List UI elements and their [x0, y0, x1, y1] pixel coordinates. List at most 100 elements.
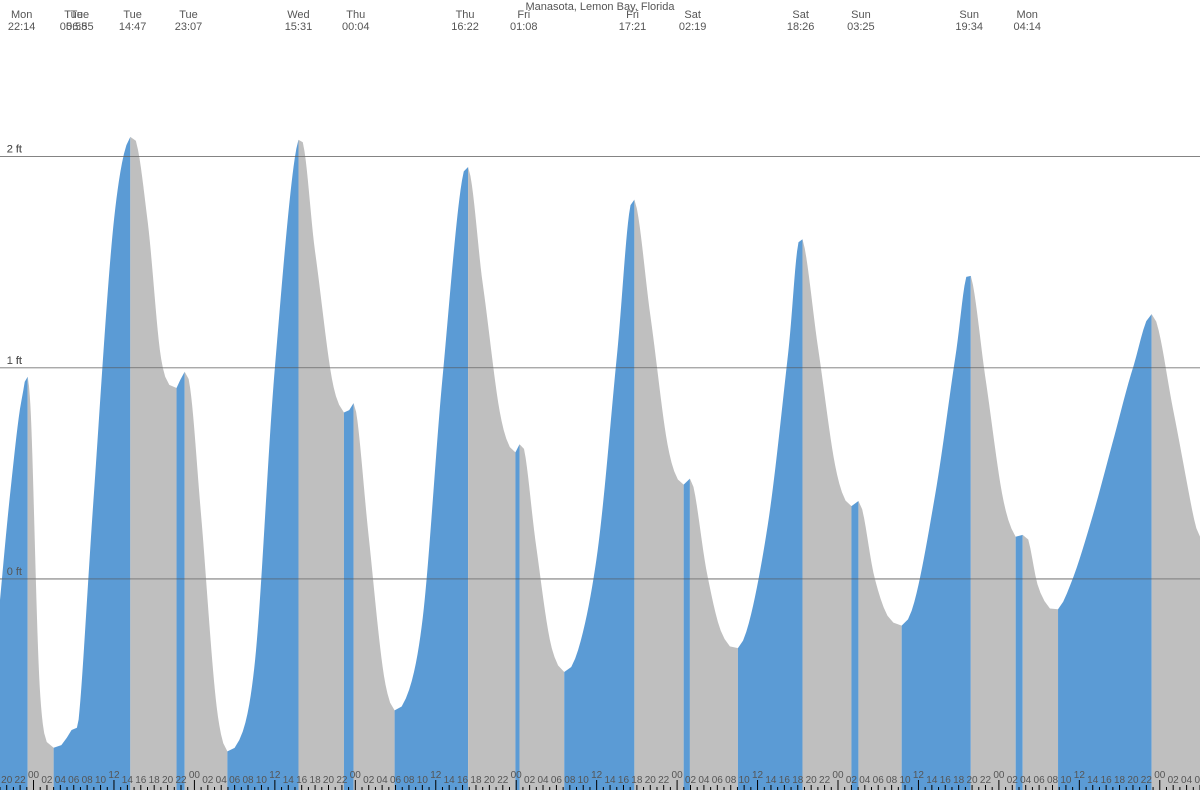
x-hour-label: 06 [1194, 775, 1200, 786]
x-hour-label: 00 [832, 770, 844, 781]
x-hour-label: 18 [470, 775, 482, 786]
x-hour-label: 04 [698, 775, 710, 786]
x-hour-label: 16 [618, 775, 630, 786]
x-hour-label: 14 [122, 775, 134, 786]
tide-rising-area [515, 444, 519, 790]
svg-text:1 ft: 1 ft [7, 355, 22, 367]
x-hour-label: 16 [779, 775, 791, 786]
chart-title: Manasota, Lemon Bay, Florida [526, 1, 676, 13]
x-hour-label: 00 [672, 770, 684, 781]
tide-event-time: 23:07 [175, 21, 203, 33]
x-hour-label: 02 [846, 775, 858, 786]
x-hour-label: 20 [484, 775, 496, 786]
tide-event-day: Mon [11, 9, 32, 21]
x-hour-label: 22 [497, 775, 509, 786]
x-hour-label: 08 [242, 775, 254, 786]
tide-falling-area [130, 137, 176, 790]
tide-event-day: Tue [123, 9, 142, 21]
x-hour-label: 02 [685, 775, 697, 786]
tide-falling-area [354, 403, 395, 790]
x-hour-label: 18 [1114, 775, 1126, 786]
tide-falling-area [28, 377, 54, 790]
x-hour-label: 12 [913, 770, 925, 781]
x-hour-label: 14 [283, 775, 295, 786]
tide-falling-area [1152, 314, 1200, 790]
x-hour-label: 14 [444, 775, 456, 786]
x-hour-label: 22 [980, 775, 992, 786]
x-hour-label: 06 [390, 775, 402, 786]
tide-event-time: 17:21 [619, 21, 647, 33]
tide-event-day: Fri [517, 9, 530, 21]
tide-event-time: 19:34 [955, 21, 983, 33]
x-hour-label: 16 [457, 775, 469, 786]
tide-event-time: 18:26 [787, 21, 815, 33]
x-hour-label: 20 [806, 775, 818, 786]
x-hour-label: 20 [323, 775, 335, 786]
tide-falling-area [634, 200, 683, 790]
tide-event-time: 22:14 [8, 21, 36, 33]
tide-event-day: Fri [626, 9, 639, 21]
x-hour-label: 10 [1060, 775, 1072, 786]
x-hour-label: 04 [859, 775, 871, 786]
x-hour-label: 12 [430, 770, 442, 781]
x-hour-label: 22 [336, 775, 348, 786]
tide-event-day: Sun [959, 9, 979, 21]
tide-event-day: Sat [684, 9, 701, 21]
x-hour-label: 14 [765, 775, 777, 786]
x-hour-label: 12 [591, 770, 603, 781]
x-hour-label: 18 [792, 775, 804, 786]
tide-event-day: Wed [287, 9, 309, 21]
tide-rising-area [227, 140, 298, 790]
x-hour-label: 00 [993, 770, 1005, 781]
tide-event-day: Mon [1017, 9, 1038, 21]
tide-event-time: 01:08 [510, 21, 538, 33]
tide-rising-area [564, 200, 634, 790]
x-hour-label: 06 [712, 775, 724, 786]
x-hour-label: 22 [819, 775, 831, 786]
tide-event-day: Tue [179, 9, 198, 21]
tide-falling-area [185, 372, 228, 790]
x-hour-label: 18 [149, 775, 161, 786]
x-hour-label: 06 [68, 775, 80, 786]
tide-falling-area [971, 276, 1016, 790]
tide-rising-area [54, 137, 131, 790]
x-hour-label: 16 [940, 775, 952, 786]
x-hour-label: 00 [511, 770, 523, 781]
x-hour-label: 06 [229, 775, 241, 786]
tide-falling-area [468, 167, 515, 790]
tide-event-day: Thu [456, 9, 475, 21]
tide-falling-area [690, 479, 738, 790]
x-hour-label: 00 [1154, 770, 1166, 781]
x-hour-label: 08 [82, 775, 94, 786]
x-hour-label: 02 [41, 775, 53, 786]
x-hour-label: 04 [1020, 775, 1032, 786]
x-hour-label: 14 [926, 775, 938, 786]
x-hour-label: 04 [1181, 775, 1193, 786]
x-hour-label: 04 [537, 775, 549, 786]
x-hour-label: 16 [135, 775, 147, 786]
x-hour-label: 14 [604, 775, 616, 786]
x-hour-label: 08 [1047, 775, 1059, 786]
tide-falling-area [298, 140, 343, 790]
x-hour-label: 10 [256, 775, 268, 786]
tide-rising-area [1058, 314, 1152, 790]
x-hour-label: 22 [15, 775, 27, 786]
x-hour-label: 20 [967, 775, 979, 786]
x-hour-label: 22 [1141, 775, 1153, 786]
x-hour-label: 02 [202, 775, 214, 786]
x-hour-label: 02 [1007, 775, 1019, 786]
svg-text:2 ft: 2 ft [7, 144, 22, 156]
x-hour-label: 12 [269, 770, 281, 781]
x-hour-label: 12 [108, 770, 120, 781]
x-hour-label: 08 [403, 775, 415, 786]
tide-event-day: Sat [792, 9, 809, 21]
tide-rising-area [902, 276, 971, 790]
x-hour-label: 06 [1034, 775, 1046, 786]
x-hour-label: 10 [417, 775, 429, 786]
x-hour-label: 20 [1, 775, 13, 786]
tide-falling-area [1023, 535, 1058, 790]
tide-event-day: Tue [71, 9, 90, 21]
x-hour-label: 10 [739, 775, 751, 786]
tide-falling-area [858, 501, 901, 790]
x-hour-label: 20 [645, 775, 657, 786]
